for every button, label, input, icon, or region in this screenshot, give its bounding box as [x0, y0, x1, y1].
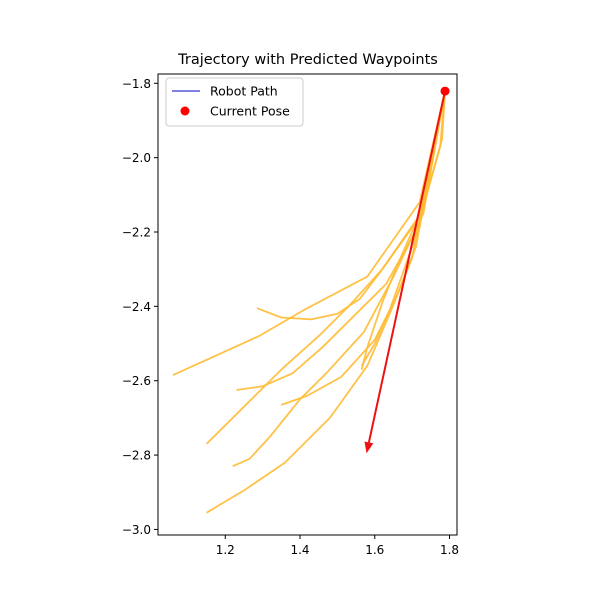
waypoint-path-3	[205, 90, 446, 445]
current-pose-marker	[440, 86, 450, 96]
y-tick-label: −2.8	[122, 449, 151, 463]
legend-robot-path-label: Robot Path	[210, 84, 278, 99]
x-tick-label: 1.8	[440, 543, 459, 557]
x-tick-label: 1.4	[290, 543, 309, 557]
y-tick-label: −2.4	[122, 300, 151, 314]
heading-arrow-head	[364, 441, 374, 454]
current-pose-layer	[440, 86, 450, 96]
heading-arrow-shaft	[367, 90, 447, 443]
plot-frame	[157, 73, 458, 536]
y-tick-label: −1.8	[122, 77, 151, 91]
waypoint-path-5	[232, 90, 446, 468]
y-tick-label: −2.2	[122, 226, 151, 240]
waypoint-path-6	[280, 90, 446, 406]
waypoint-path-1	[172, 90, 446, 376]
heading-arrow-layer	[364, 90, 447, 454]
x-axis-ticks: 1.2 1.4 1.6 1.8	[216, 535, 459, 557]
y-axis-ticks: −1.8 −2.0 −2.2 −2.4 −2.6 −2.8 −3.0	[122, 77, 158, 537]
predicted-waypoints	[172, 90, 446, 514]
y-tick-label: −3.0	[122, 523, 151, 537]
y-tick-label: −2.0	[122, 151, 151, 165]
y-tick-label: −2.6	[122, 374, 151, 388]
legend-current-pose-swatch	[180, 106, 190, 116]
chart-title: Trajectory with Predicted Waypoints	[177, 52, 438, 68]
legend-current-pose-label: Current Pose	[210, 104, 290, 119]
x-tick-label: 1.6	[365, 543, 384, 557]
waypoint-path-7	[206, 90, 446, 514]
legend-box	[165, 77, 304, 127]
waypoint-path-9	[360, 91, 446, 367]
x-tick-label: 1.2	[216, 543, 235, 557]
legend: Robot Path Current Pose	[165, 77, 304, 127]
waypoint-path-8	[360, 91, 446, 370]
